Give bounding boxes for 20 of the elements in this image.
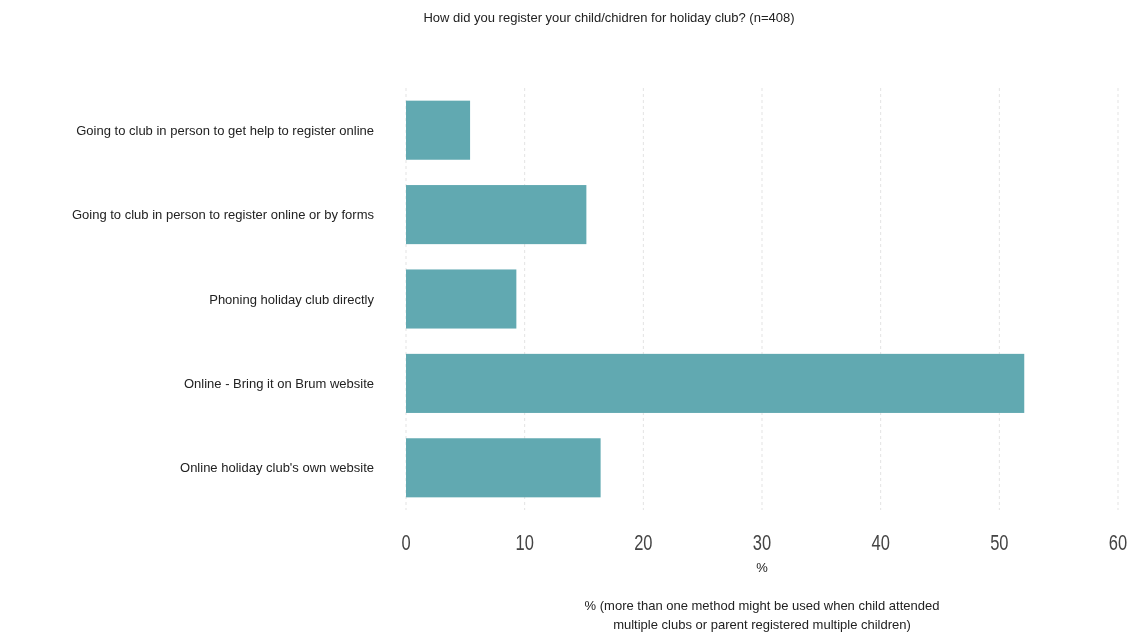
x-tick-label: 30 bbox=[752, 529, 772, 555]
x-tick-label: 10 bbox=[515, 529, 534, 555]
y-tick-label: Online holiday club's own website bbox=[180, 460, 374, 476]
x-tick-label: 50 bbox=[990, 529, 1009, 555]
bar bbox=[406, 438, 601, 498]
bar bbox=[406, 100, 471, 160]
bar bbox=[406, 269, 517, 329]
bar bbox=[406, 353, 1025, 413]
x-tick-label: 60 bbox=[1108, 529, 1128, 555]
chart-title: How did you register your child/chidren for holiday club? (n=408) bbox=[423, 10, 795, 25]
y-tick-label: Phoning holiday club directly bbox=[209, 291, 375, 307]
bar bbox=[406, 185, 587, 245]
x-tick-label: 40 bbox=[871, 529, 890, 555]
x-axis-title: % bbox=[756, 560, 769, 575]
x-tick-label: 20 bbox=[634, 529, 653, 555]
x-tick-label: 0 bbox=[401, 529, 411, 555]
y-tick-label: Going to club in person to get help to register online bbox=[76, 122, 374, 138]
text: % (more than one method might be used when child attended multiple clubs or parent registered multiple children) bbox=[584, 598, 940, 632]
y-tick-label: Online - Bring it on Brum website bbox=[183, 375, 374, 391]
y-tick-label: Going to club in person to register online or by forms bbox=[71, 207, 375, 223]
